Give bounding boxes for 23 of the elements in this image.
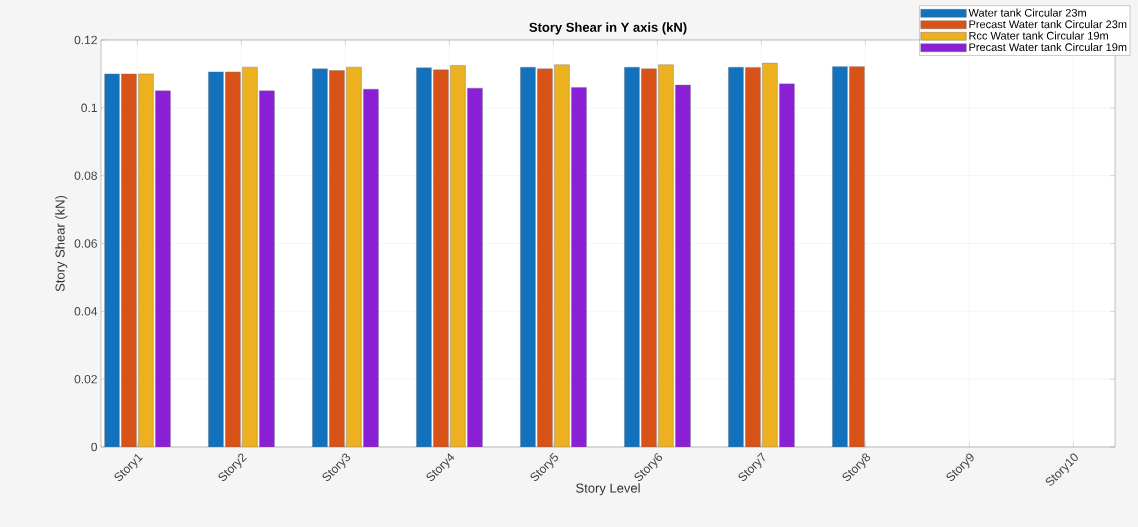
bar xyxy=(312,68,328,447)
y-tick-label: 0.1 xyxy=(81,103,97,113)
legend-label: Water tank Circular 23m xyxy=(968,8,1086,17)
bar xyxy=(208,71,224,447)
y-tick-label: 0 xyxy=(91,442,98,452)
legend-label: Precast Water tank Circular 23m xyxy=(969,20,1127,29)
y-tick-label: 0.02 xyxy=(74,374,97,384)
bar xyxy=(104,73,120,447)
bar xyxy=(416,67,432,447)
bar xyxy=(779,83,795,447)
bar xyxy=(624,66,640,447)
y-tick-label: 0.08 xyxy=(74,171,97,180)
y-tick-label: 0.12 xyxy=(74,35,97,45)
y-tick-label: 0.06 xyxy=(74,239,97,248)
y-tick-label: 0.04 xyxy=(74,307,98,316)
bar xyxy=(520,66,536,447)
legend-label: Precast Water tank Circular 19m xyxy=(969,43,1127,52)
y-axis-title: Story Shear (kN) xyxy=(55,195,68,292)
chart-title: Story Shear in Y axis (kN) xyxy=(529,22,687,35)
bar xyxy=(832,66,848,447)
bar xyxy=(728,66,744,447)
x-axis-title: Story Level xyxy=(576,483,640,496)
legend-label: Rcc Water tank Circular 19m xyxy=(969,31,1108,40)
